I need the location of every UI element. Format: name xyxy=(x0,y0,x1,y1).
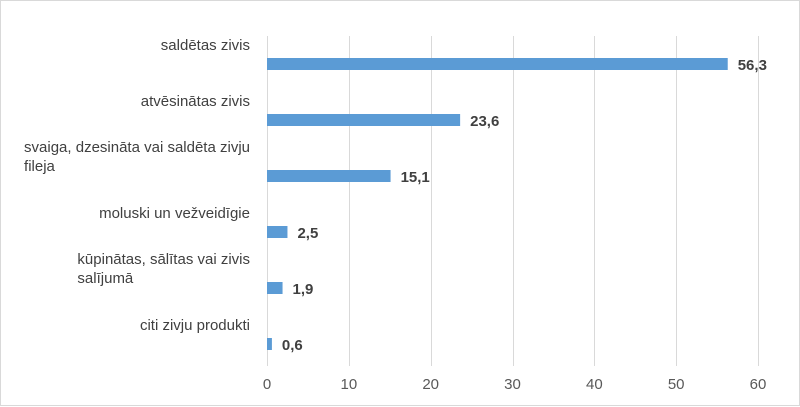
category-label-line: citi zivju produkti xyxy=(140,317,250,334)
category-label-line: svaiga, dzesināta vai saldēta zivju xyxy=(24,139,250,156)
gridlines xyxy=(267,36,759,366)
bar-4 xyxy=(267,282,283,294)
x-tick-label-10: 10 xyxy=(340,376,357,393)
x-tick-label-30: 30 xyxy=(504,376,521,393)
x-tick-label-40: 40 xyxy=(586,376,603,393)
x-axis-tick-labels: 0 10 20 30 40 50 60 xyxy=(263,376,767,393)
category-label-5: citi zivju produkti xyxy=(140,317,250,334)
category-label-4: kūpinātas, sālītas vai zivis salījumā xyxy=(77,251,250,287)
category-label-1: atvēsinātas zivis xyxy=(141,93,250,110)
category-label-line: moluski un vežveidīgie xyxy=(99,205,250,222)
category-label-line: saldētas zivis xyxy=(161,37,250,54)
category-label-line: fileja xyxy=(24,158,56,175)
data-label-4: 1,9 xyxy=(293,281,314,298)
bar-1 xyxy=(267,114,461,126)
data-label-3: 2,5 xyxy=(297,225,318,242)
bar-0 xyxy=(267,58,728,70)
category-label-2: svaiga, dzesināta vai saldēta zivju filej… xyxy=(24,139,250,175)
data-label-5: 0,6 xyxy=(282,337,303,354)
category-label-line: atvēsinātas zivis xyxy=(141,93,250,110)
x-tick-label-20: 20 xyxy=(422,376,439,393)
category-label-0: saldētas zivis xyxy=(161,37,250,54)
bar-2 xyxy=(267,170,391,182)
data-label-1: 23,6 xyxy=(470,113,499,130)
data-label-2: 15,1 xyxy=(401,169,430,186)
category-label-line: salījumā xyxy=(77,270,134,287)
category-label-line: kūpinātas, sālītas vai zivis xyxy=(77,251,250,268)
bar-3 xyxy=(267,226,288,238)
data-label-0: 56,3 xyxy=(738,57,767,74)
x-tick-label-60: 60 xyxy=(750,376,767,393)
bar-5 xyxy=(267,338,272,350)
category-labels: saldētas zivis atvēsinātas zivis svaiga, d… xyxy=(24,37,250,334)
x-tick-label-0: 0 xyxy=(263,376,271,393)
data-labels: 56,3 23,6 15,1 2,5 1,9 0,6 xyxy=(282,57,767,354)
bars xyxy=(267,58,728,350)
category-label-3: moluski un vežveidīgie xyxy=(99,205,250,222)
x-tick-label-50: 50 xyxy=(668,376,685,393)
